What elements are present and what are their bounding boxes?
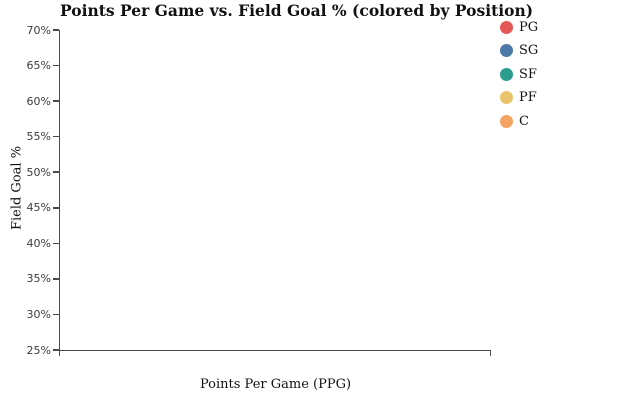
y-tick-label: 70% (16, 24, 51, 37)
legend-swatch-icon (500, 44, 513, 57)
x-axis-left-end-tick (59, 351, 61, 356)
chart-title: Points Per Game vs. Field Goal % (colore… (60, 1, 491, 20)
legend-label: PF (519, 91, 537, 104)
legend-label: C (519, 115, 529, 128)
y-tick-label: 50% (16, 166, 51, 179)
y-axis-title: Field Goal % (10, 146, 25, 230)
y-tick-mark (53, 207, 59, 209)
legend-label: PG (519, 21, 538, 34)
legend: PG SG SF PF C (500, 21, 538, 128)
y-tick-mark (53, 349, 59, 351)
x-axis-title: Points Per Game (PPG) (60, 377, 491, 392)
y-tick-mark (53, 100, 59, 102)
y-tick-label: 40% (16, 237, 51, 250)
legend-item-pf: PF (500, 91, 538, 104)
y-tick-mark (53, 65, 59, 67)
y-tick-mark (53, 278, 59, 280)
y-tick-mark (53, 314, 59, 316)
legend-item-c: C (500, 115, 538, 128)
legend-swatch-icon (500, 68, 513, 81)
y-tick-mark (53, 29, 59, 31)
y-tick-label: 45% (16, 201, 51, 214)
y-tick-label: 60% (16, 95, 51, 108)
y-tick-label: 65% (16, 59, 51, 72)
legend-item-sg: SG (500, 44, 538, 57)
y-tick-mark (53, 136, 59, 138)
legend-swatch-icon (500, 21, 513, 34)
y-tick-mark (53, 243, 59, 245)
legend-swatch-icon (500, 115, 513, 128)
legend-item-pg: PG (500, 21, 538, 34)
legend-label: SF (519, 68, 537, 81)
y-tick-label: 25% (16, 344, 51, 357)
y-tick-label: 55% (16, 130, 51, 143)
y-tick-label: 35% (16, 272, 51, 285)
legend-item-sf: SF (500, 68, 538, 81)
y-tick-label: 30% (16, 308, 51, 321)
legend-swatch-icon (500, 91, 513, 104)
y-tick-mark (53, 171, 59, 173)
x-axis-line (59, 350, 492, 352)
plot-area (60, 30, 491, 350)
x-axis-right-end-tick (490, 351, 492, 356)
legend-label: SG (519, 44, 538, 57)
scatter-chart: Points Per Game vs. Field Goal % (colore… (0, 0, 640, 400)
